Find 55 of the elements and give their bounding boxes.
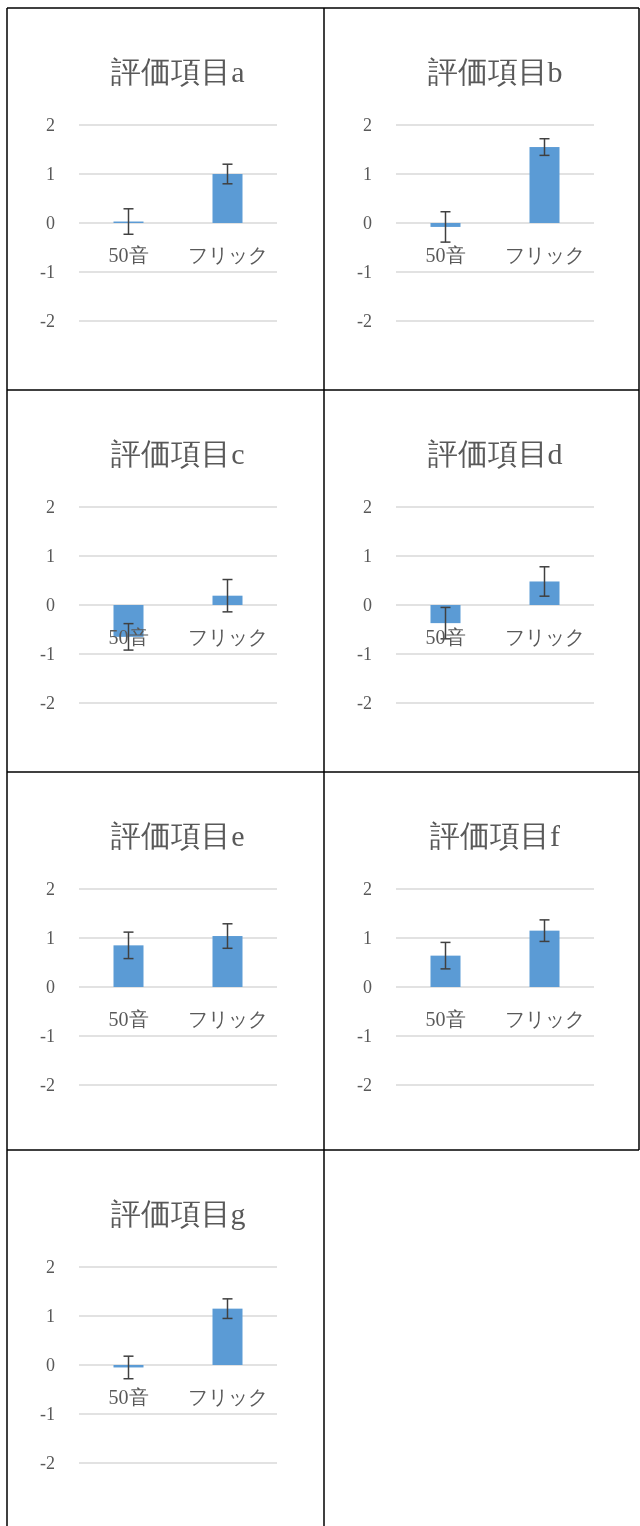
- y-tick-label: -2: [40, 693, 55, 713]
- x-tick-label: フリック: [187, 244, 268, 266]
- x-tick-label: フリック: [504, 244, 585, 266]
- x-tick-label: 50音: [425, 626, 466, 648]
- y-tick-label: -1: [40, 262, 55, 282]
- x-tick-label: フリック: [504, 1008, 585, 1030]
- y-tick-label: -2: [357, 311, 372, 331]
- x-tick-label: 50音: [108, 1008, 149, 1030]
- y-tick-label: 1: [46, 546, 55, 566]
- y-tick-label: -1: [40, 1026, 55, 1046]
- chart-title: 評価項目d: [427, 437, 563, 470]
- y-tick-label: 1: [363, 164, 372, 184]
- chart-title: 評価項目b: [427, 55, 563, 88]
- y-tick-label: -1: [357, 644, 372, 664]
- y-tick-label: 2: [46, 879, 55, 899]
- y-tick-label: -2: [357, 693, 372, 713]
- y-tick-label: 0: [46, 595, 55, 615]
- x-tick-label: フリック: [187, 626, 268, 648]
- x-tick-label: フリック: [504, 626, 585, 648]
- y-tick-label: 0: [363, 977, 372, 997]
- x-tick-label: 50音: [425, 244, 466, 266]
- y-tick-label: 1: [46, 928, 55, 948]
- x-tick-label: 50音: [108, 244, 149, 266]
- y-tick-label: 0: [363, 213, 372, 233]
- y-tick-label: 0: [363, 595, 372, 615]
- x-tick-label: フリック: [187, 1386, 268, 1408]
- y-tick-label: -2: [40, 311, 55, 331]
- x-tick-label: 50音: [425, 1008, 466, 1030]
- y-tick-label: 1: [363, 928, 372, 948]
- x-tick-label: 50音: [108, 1386, 149, 1408]
- y-tick-label: 2: [46, 497, 55, 517]
- y-tick-label: -1: [40, 644, 55, 664]
- y-tick-label: 0: [46, 1355, 55, 1375]
- chart-title: 評価項目a: [111, 55, 245, 88]
- y-tick-label: 2: [46, 115, 55, 135]
- chart-title: 評価項目g: [110, 1197, 246, 1230]
- y-tick-label: -1: [40, 1404, 55, 1424]
- y-tick-label: 1: [46, 164, 55, 184]
- y-tick-label: -2: [40, 1075, 55, 1095]
- chart-title: 評価項目f: [430, 819, 560, 852]
- y-tick-label: 0: [46, 977, 55, 997]
- y-tick-label: 2: [363, 879, 372, 899]
- y-tick-label: 1: [46, 1306, 55, 1326]
- y-tick-label: -1: [357, 1026, 372, 1046]
- y-tick-label: -2: [40, 1453, 55, 1473]
- chart-title: 評価項目e: [111, 819, 245, 852]
- x-tick-label: フリック: [187, 1008, 268, 1030]
- y-tick-label: 2: [46, 1257, 55, 1277]
- y-tick-label: -1: [357, 262, 372, 282]
- y-tick-label: 2: [363, 497, 372, 517]
- chart-title: 評価項目c: [111, 437, 245, 470]
- y-tick-label: 2: [363, 115, 372, 135]
- y-tick-label: -2: [357, 1075, 372, 1095]
- y-tick-label: 0: [46, 213, 55, 233]
- y-tick-label: 1: [363, 546, 372, 566]
